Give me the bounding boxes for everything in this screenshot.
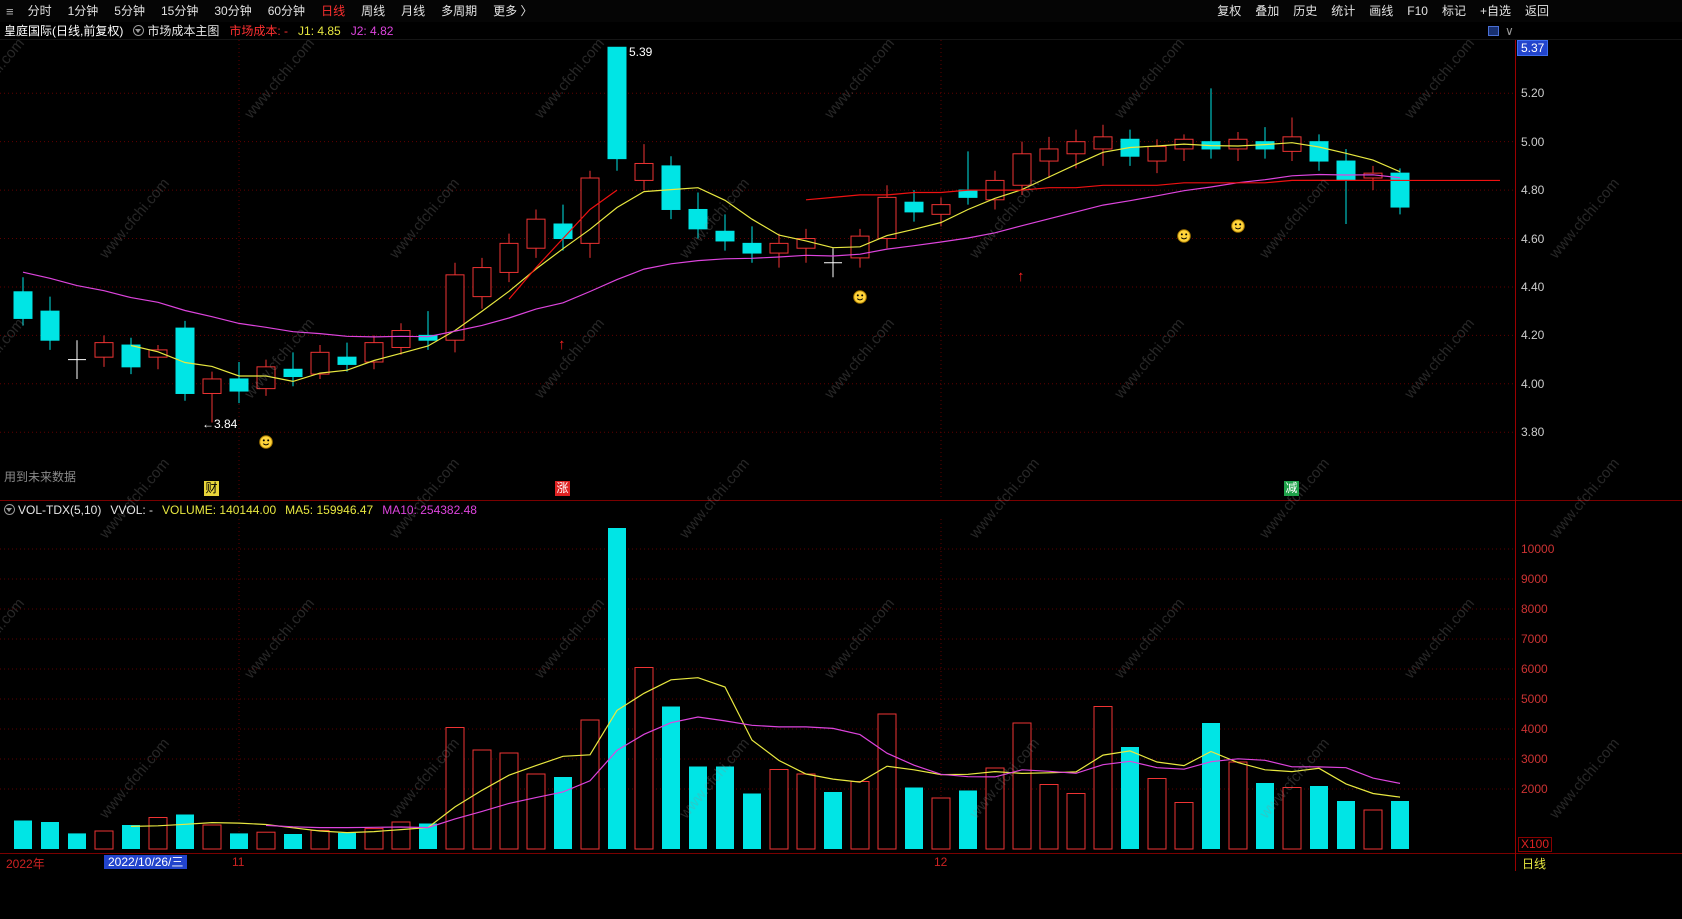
future-data-note: 用到未来数据 [4,470,77,484]
period-tabs: 分时 1分钟 5分钟 15分钟 30分钟 60分钟 日线 周线 月线 多周期 更多 〉 [20,0,541,22]
toolbar-item[interactable]: +自选 [1479,4,1511,18]
volume-axis-label: 10000 [1521,542,1555,556]
selected-date-box: 2022/10/26/三 [104,855,188,869]
indicator-toggle-icon[interactable] [133,24,145,36]
smiley-icon [259,435,273,449]
arrow-up-icon: ↑ [1017,268,1025,286]
period-label: 日线 [1522,857,1547,871]
price-axis-label: 5.20 [1521,86,1545,101]
volume-ma5-value: MA5: 159946.47 [285,503,374,517]
volume-axis-label: 8000 [1521,602,1548,616]
volume-plot[interactable] [0,519,1515,853]
price-annotation: 5.39 [629,45,653,60]
period-tab[interactable]: 分时 [27,4,52,18]
price-axis-label: 4.00 [1521,376,1545,391]
event-tag[interactable]: 财 [204,481,219,496]
toolbar-item[interactable]: 历史 [1293,4,1318,18]
month-label: 12 [934,855,948,869]
toolbar-item[interactable]: 叠加 [1255,4,1280,18]
toolbar-item[interactable]: 复权 [1217,4,1242,18]
app-icon[interactable]: ≡ [6,3,14,19]
period-tab[interactable]: 1分钟 [67,4,99,18]
main-chart-pane: 5.37 用到未来数据 5.20 5.00 4.80 4.60 4.40 4.20 4.00… [0,40,1682,501]
volume-unit-label: X100 [1518,837,1553,852]
indicator-toggle-icon[interactable] [4,504,15,515]
period-tab[interactable]: 30分钟 [214,4,252,18]
volume-axis-label: 3000 [1521,752,1548,766]
volume-axis-label: 6000 [1521,662,1548,676]
chart-stack: 5.37 用到未来数据 5.20 5.00 4.80 4.60 4.40 4.20 4.00… [0,35,1682,871]
event-tag[interactable]: 减 [1284,481,1299,496]
smiley-icon [1231,219,1245,234]
empty-area [0,871,1682,919]
volume-ma10-value: MA10: 254382.48 [382,503,477,517]
toolbar-item[interactable]: 统计 [1331,4,1356,18]
month-label: 11 [232,855,245,869]
period-tab[interactable]: 多周期 [441,4,478,18]
smiley-icon [853,289,867,304]
price-axis-label: 4.40 [1521,279,1545,294]
volume-value: VOLUME: 140144.00 [162,503,277,517]
toolbar: 复权 叠加 历史 统计 画线 F10 标记 +自选 返回 [1210,0,1556,22]
volume-axis-label: 5000 [1521,692,1548,706]
market-cost-value: 市场成本: - [229,23,289,38]
period-tab[interactable]: 15分钟 [160,4,199,18]
event-tag[interactable]: 涨 [555,481,570,496]
current-price-box: 5.37 [1517,40,1549,56]
toolbar-item[interactable]: 标记 [1441,4,1466,18]
volume-axis-label: 9000 [1521,572,1548,586]
j1-value: J1: 4.85 [298,23,341,38]
stock-title: 皇庭国际(日线,前复权) [4,23,124,38]
panel-icon[interactable] [1488,26,1499,36]
volume-axis-label: 2000 [1521,782,1548,796]
volume-axis-label: 7000 [1521,632,1548,646]
volume-axis-label: 4000 [1521,722,1548,736]
period-tab[interactable]: 周线 [361,4,386,18]
vvol-value: VVOL: - [110,503,154,517]
indicator-collapse[interactable]: VOL-TDX(5,10) [4,501,101,519]
price-axis-line [1515,40,1516,871]
overlay-indicator[interactable]: 市场成本主图 [133,22,219,40]
top-menu-bar: ≡ 分时 1分钟 5分钟 15分钟 30分钟 60分钟 日线 周线 月线 多周期 更多 〉 复权 叠加… [0,0,1682,22]
price-annotation: ←3.84 [202,416,238,431]
main-chart-plot[interactable] [0,40,1515,500]
toolbar-item[interactable]: F10 [1407,4,1428,18]
period-tab[interactable]: 更多 〉 [493,4,533,18]
year-label: 2022年 [6,857,45,871]
j2-value: J2: 4.82 [350,23,394,38]
volume-indicator-header: VOL-TDX(5,10) VVOL: - VOLUME: 140144.00 … [0,501,486,519]
toolbar-item[interactable]: 返回 [1524,4,1549,18]
collapse-icon[interactable]: ∨ [1505,24,1514,38]
period-tab[interactable]: 60分钟 [267,4,306,18]
price-axis-label: 5.00 [1521,134,1545,149]
toolbar-item[interactable]: 画线 [1369,4,1394,18]
period-tab[interactable]: 月线 [401,4,426,18]
period-tab[interactable]: 日线 [321,4,346,18]
volume-pane: VOL-TDX(5,10) VVOL: - VOLUME: 140144.00 … [0,501,1682,854]
smiley-icon [1177,229,1191,243]
time-axis[interactable]: 2022年 2022/10/26/三 日线 11 12 [0,854,1682,871]
price-axis-label: 4.20 [1521,328,1545,343]
price-axis-label: 3.80 [1521,425,1545,440]
period-tab[interactable]: 5分钟 [114,4,145,18]
price-axis-label: 4.80 [1521,183,1545,198]
info-bar: 皇庭国际(日线,前复权) 市场成本主图 市场成本: - J1: 4.85 J2:… [0,22,1682,40]
price-axis-label: 4.60 [1521,231,1545,246]
arrow-up-icon: ↑ [558,336,566,354]
